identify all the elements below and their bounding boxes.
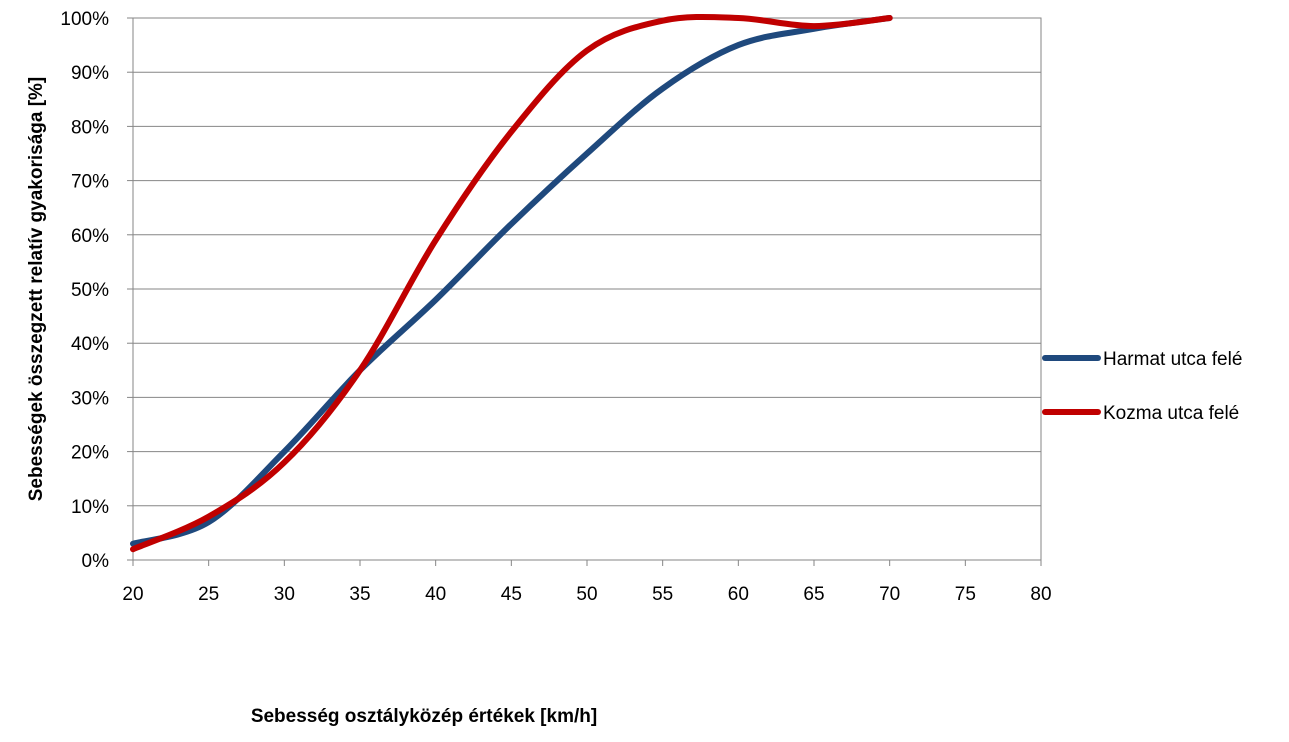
- x-axis-ticks: 20 25 30 35 40 45 50 55 60 65 70 75 80: [122, 560, 1052, 605]
- x-tick-label: 50: [576, 584, 597, 605]
- y-tick-label: 50%: [71, 280, 109, 301]
- y-tick-label: 20%: [71, 443, 109, 464]
- x-tick-label: 75: [955, 584, 976, 605]
- y-tick-label: 90%: [71, 63, 109, 84]
- series-lines: [130, 13, 893, 553]
- x-tick-label: 60: [728, 584, 749, 605]
- x-tick-label: 55: [652, 584, 673, 605]
- legend-label-1: Harmat utca felé: [1103, 349, 1242, 370]
- series-line-2: [130, 13, 893, 553]
- y-tick-label: 0%: [82, 551, 110, 572]
- legend-label-2: Kozma utca felé: [1103, 403, 1239, 424]
- y-tick-label: 10%: [71, 497, 109, 518]
- x-axis-title: Sebesség osztályközép értékek [km/h]: [251, 706, 597, 727]
- x-tick-label: 80: [1030, 584, 1051, 605]
- y-tick-label: 80%: [71, 117, 109, 138]
- x-tick-label: 70: [879, 584, 900, 605]
- y-tick-label: 60%: [71, 226, 109, 247]
- y-tick-label: 70%: [71, 172, 109, 193]
- y-tick-label: 100%: [60, 9, 109, 30]
- x-tick-label: 35: [349, 584, 370, 605]
- y-axis-title: Sebességek összegzett relatív gyakoriság…: [26, 77, 47, 502]
- series-line-1: [130, 15, 893, 547]
- legend: Harmat utca felé Kozma utca felé: [1042, 349, 1242, 424]
- x-tick-label: 45: [501, 584, 522, 605]
- y-tick-label: 30%: [71, 388, 109, 409]
- y-tick-label: 40%: [71, 334, 109, 355]
- x-tick-label: 25: [198, 584, 219, 605]
- x-tick-label: 20: [122, 584, 143, 605]
- x-tick-label: 65: [803, 584, 824, 605]
- x-tick-label: 40: [425, 584, 446, 605]
- x-tick-label: 30: [274, 584, 295, 605]
- y-axis-ticks: 0% 10% 20% 30% 40% 50% 60% 70% 80% 90% 100%: [60, 9, 133, 572]
